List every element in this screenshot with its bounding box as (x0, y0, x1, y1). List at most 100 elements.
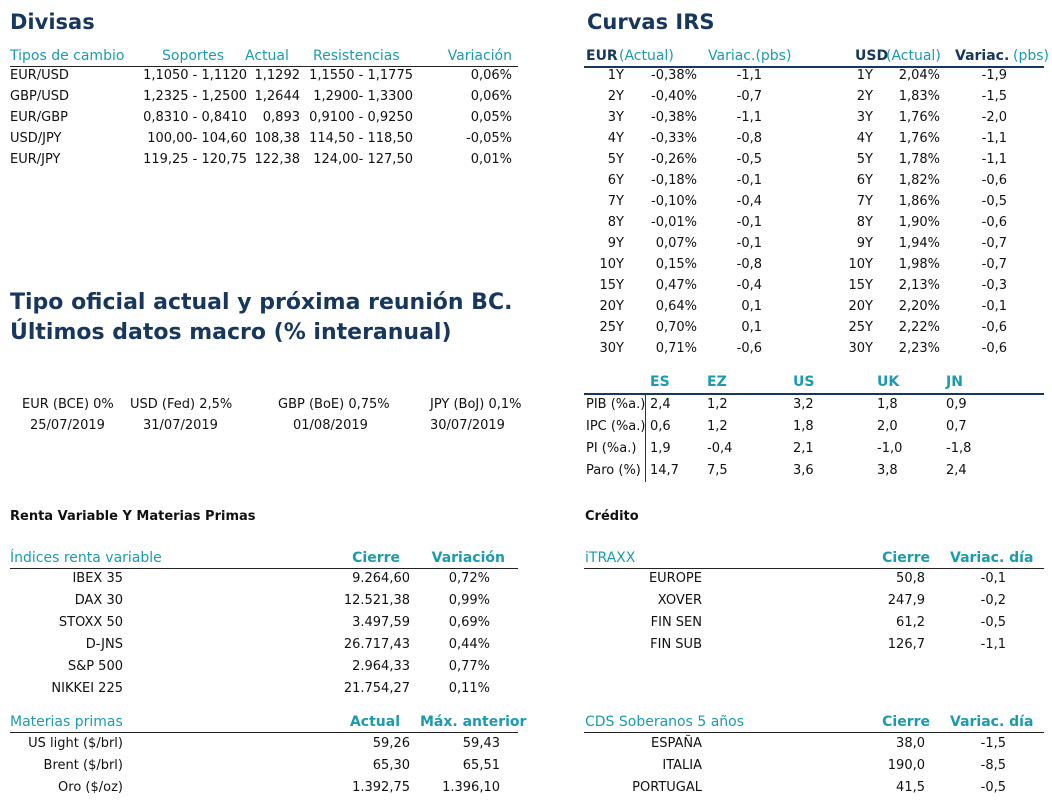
indices-rule (10, 568, 518, 569)
central-bank-rate: USD (Fed) 2,5% (130, 397, 233, 412)
divisa-variacion: 0,06% (470, 68, 512, 83)
irs-usd-tenor: 25Y (848, 320, 873, 335)
irs-eur-tenor: 4Y (607, 131, 624, 146)
itraxx-variac: -0,2 (980, 593, 1006, 608)
irs-eur-tenor: 7Y (607, 194, 624, 209)
macro-value: 1,8 (877, 397, 898, 412)
irs-usd-tenor: 4Y (856, 131, 873, 146)
macro-row-label: Paro (%) (586, 463, 641, 478)
macro-value: -0,4 (707, 441, 733, 456)
macro-value: 2,4 (946, 463, 967, 478)
index-name: IBEX 35 (72, 571, 123, 586)
cds-header-variac: Variac. día (950, 714, 1034, 730)
materias-rule (10, 732, 518, 733)
irs-eur-variac: -0,8 (736, 131, 762, 146)
irs-eur-rate: -0,33% (651, 131, 697, 146)
irs-eur-rate: 0,70% (655, 320, 697, 335)
macro-row-label: IPC (%a.) (586, 419, 646, 434)
irs-usd-tenor: 20Y (848, 299, 873, 314)
divisas-header-variacion: Variación (447, 48, 512, 64)
itraxx-name: FIN SUB (650, 637, 702, 652)
macro-value: 2,0 (877, 419, 898, 434)
divisas-header-resistencias: Resistencias (313, 48, 400, 64)
itraxx-cierre: 247,9 (887, 593, 925, 608)
macro-row-label: PIB (%a.) (586, 397, 646, 412)
irs-usd-tenor: 10Y (848, 257, 873, 272)
macro-value: 1,9 (650, 441, 671, 456)
irs-eur-rate: -0,40% (651, 89, 697, 104)
itraxx-name: XOVER (657, 593, 702, 608)
central-bank-date: 30/07/2019 (430, 418, 505, 433)
irs-eur-rate: -0,18% (651, 173, 697, 188)
irs-eur-variac: 0,1 (741, 299, 762, 314)
divisas-rule (10, 66, 518, 67)
irs-usd-rate: 1,90% (898, 215, 940, 230)
divisas-title: Divisas (10, 10, 95, 34)
irs-eur-tenor: 5Y (607, 152, 624, 167)
irs-usd-rate: 1,98% (898, 257, 940, 272)
itraxx-cierre: 61,2 (896, 615, 925, 630)
irs-usd-variac-unit: (pbs) (1013, 48, 1049, 64)
macro-col-header: JN (946, 374, 963, 390)
central-bank-rate: EUR (BCE) 0% (22, 397, 114, 412)
divisa-resistencias: 0,9100 - 0,9250 (309, 110, 413, 125)
macro-value: -1,0 (877, 441, 903, 456)
divisa-variacion: -0,05% (466, 131, 512, 146)
itraxx-variac: -0,1 (980, 571, 1006, 586)
irs-usd-rate: 1,86% (898, 194, 940, 209)
irs-eur-variac: -1,1 (736, 68, 762, 83)
cds-variac: -8,5 (980, 758, 1006, 773)
macro-value: 0,9 (946, 397, 967, 412)
irs-usd-variac: -1,1 (981, 131, 1007, 146)
index-variacion: 0,99% (448, 593, 490, 608)
macro-value: 14,7 (650, 463, 679, 478)
commodity-actual: 1.392,75 (352, 780, 410, 795)
irs-usd-variac: -0,1 (981, 299, 1007, 314)
irs-eur-variac: -0,5 (736, 152, 762, 167)
irs-eur-variac: -0,4 (736, 278, 762, 293)
indices-header-cierre: Cierre (352, 550, 400, 566)
credito-title: Crédito (585, 509, 639, 524)
cds-cierre: 38,0 (896, 736, 925, 751)
divisa-pair: GBP/USD (10, 89, 69, 104)
irs-usd-variac: -0,5 (981, 194, 1007, 209)
macro-value: 3,2 (793, 397, 814, 412)
commodity-max: 1.396,10 (442, 780, 500, 795)
divisa-actual: 108,38 (254, 131, 301, 146)
macro-row-label: PI (%a.) (586, 441, 637, 456)
itraxx-variac: -0,5 (980, 615, 1006, 630)
irs-usd-tenor: 9Y (856, 236, 873, 251)
irs-usd-tenor: 5Y (856, 152, 873, 167)
irs-usd-variac: Variac. (955, 48, 1010, 64)
macro-value: 2,4 (650, 397, 671, 412)
cds-header-label: CDS Soberanos 5 años (585, 714, 745, 730)
irs-eur-variac: -0,1 (736, 173, 762, 188)
divisa-actual: 1,2644 (254, 89, 301, 104)
irs-eur-tenor: 8Y (607, 215, 624, 230)
irs-usd-rate: 2,23% (898, 341, 940, 356)
irs-usd-tenor: 2Y (856, 89, 873, 104)
irs-eur-rate: -0,38% (651, 110, 697, 125)
index-variacion: 0,77% (448, 659, 490, 674)
central-bank-date: 31/07/2019 (143, 418, 218, 433)
index-name: NIKKEI 225 (51, 681, 123, 696)
commodity-max: 65,51 (462, 758, 500, 773)
irs-eur-variac: -0,6 (736, 341, 762, 356)
irs-usd-rate: 1,82% (898, 173, 940, 188)
commodity-name: Oro ($/oz) (58, 780, 123, 795)
macro-value: 1,2 (707, 397, 728, 412)
materias-header-label: Materias primas (10, 714, 123, 730)
irs-eur-tenor: 6Y (607, 173, 624, 188)
irs-usd-variac: -2,0 (981, 110, 1007, 125)
irs-usd-rate: 1,94% (898, 236, 940, 251)
irs-usd-tenor: 1Y (856, 68, 873, 83)
commodity-name: Brent ($/brl) (43, 758, 123, 773)
irs-eur-variac: -0,4 (736, 194, 762, 209)
macro-col-header: ES (650, 374, 670, 390)
irs-usd-rate: 2,20% (898, 299, 940, 314)
divisa-soportes: 119,25 - 120,75 (143, 152, 247, 167)
irs-eur-rate: -0,26% (651, 152, 697, 167)
renta-title: Renta Variable Y Materias Primas (10, 509, 256, 524)
index-variacion: 0,44% (448, 637, 490, 652)
irs-eur-variac: -0,8 (736, 257, 762, 272)
